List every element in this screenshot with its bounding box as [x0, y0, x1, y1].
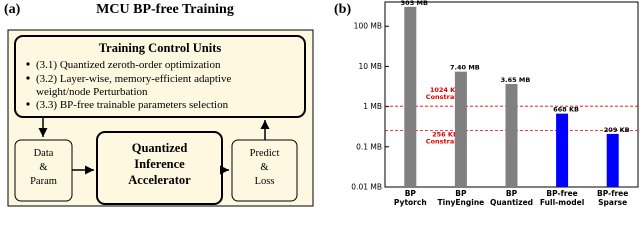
bar — [556, 113, 569, 187]
value-label: 209 KB — [604, 126, 630, 134]
panel-label: (a) — [4, 2, 21, 17]
bar — [454, 71, 467, 187]
control-item: (3.3) BP-free trainable parameters selec… — [36, 99, 229, 111]
value-label: 7.40 MB — [450, 64, 480, 72]
figure: (a) MCU BP-free Training Training Contro… — [4, 0, 639, 207]
bar — [606, 133, 619, 187]
x-tick-label: BP TinyEngine — [438, 189, 485, 207]
panel-label: (b) — [334, 2, 351, 17]
value-label: 668 KB — [553, 106, 579, 114]
panel-title: MCU BP-free Training — [96, 2, 234, 17]
control-item: (3.2) Layer-wise, memory-efficient adapt… — [36, 73, 231, 98]
y-tick-label: 10 MB — [358, 62, 382, 71]
control-title: Training Control Units — [99, 41, 222, 55]
x-tick-label: BP Quantized — [490, 189, 533, 207]
value-label: 3.65 MB — [501, 76, 531, 84]
y-tick-label: 100 MB — [354, 22, 382, 31]
constraint-label: 1024 KB Constraint — [426, 86, 464, 101]
bar — [505, 83, 518, 187]
node-label: Data & Param — [30, 148, 57, 187]
x-tick-label: BP Pytorch — [394, 189, 427, 207]
control-item: (3.1) Quantized zeroth-order optimizatio… — [36, 59, 221, 71]
y-tick-label: 1 MB — [363, 102, 382, 111]
x-tick-label: BP-free Sparse — [597, 189, 628, 207]
bullet — [26, 102, 30, 106]
y-tick-label: 0.01 MB — [351, 183, 382, 192]
node-label: Predict & Loss — [250, 148, 280, 187]
bullet — [26, 62, 30, 66]
bar — [404, 6, 417, 188]
value-label: 303 MB — [401, 0, 428, 7]
chart: 0.01 MB 0.1 MB 1 MB 10 MB 100 MB 1024 KB Const… — [351, 0, 639, 207]
constraint-label: 256 KB Constraint — [426, 130, 464, 145]
control-box — [14, 35, 306, 118]
x-tick-label: BP-free Full-model — [540, 189, 584, 207]
bullet — [26, 76, 30, 80]
y-tick-label: 0.1 MB — [356, 142, 382, 151]
node-label: Quantized Inference Accelerator — [128, 141, 191, 187]
